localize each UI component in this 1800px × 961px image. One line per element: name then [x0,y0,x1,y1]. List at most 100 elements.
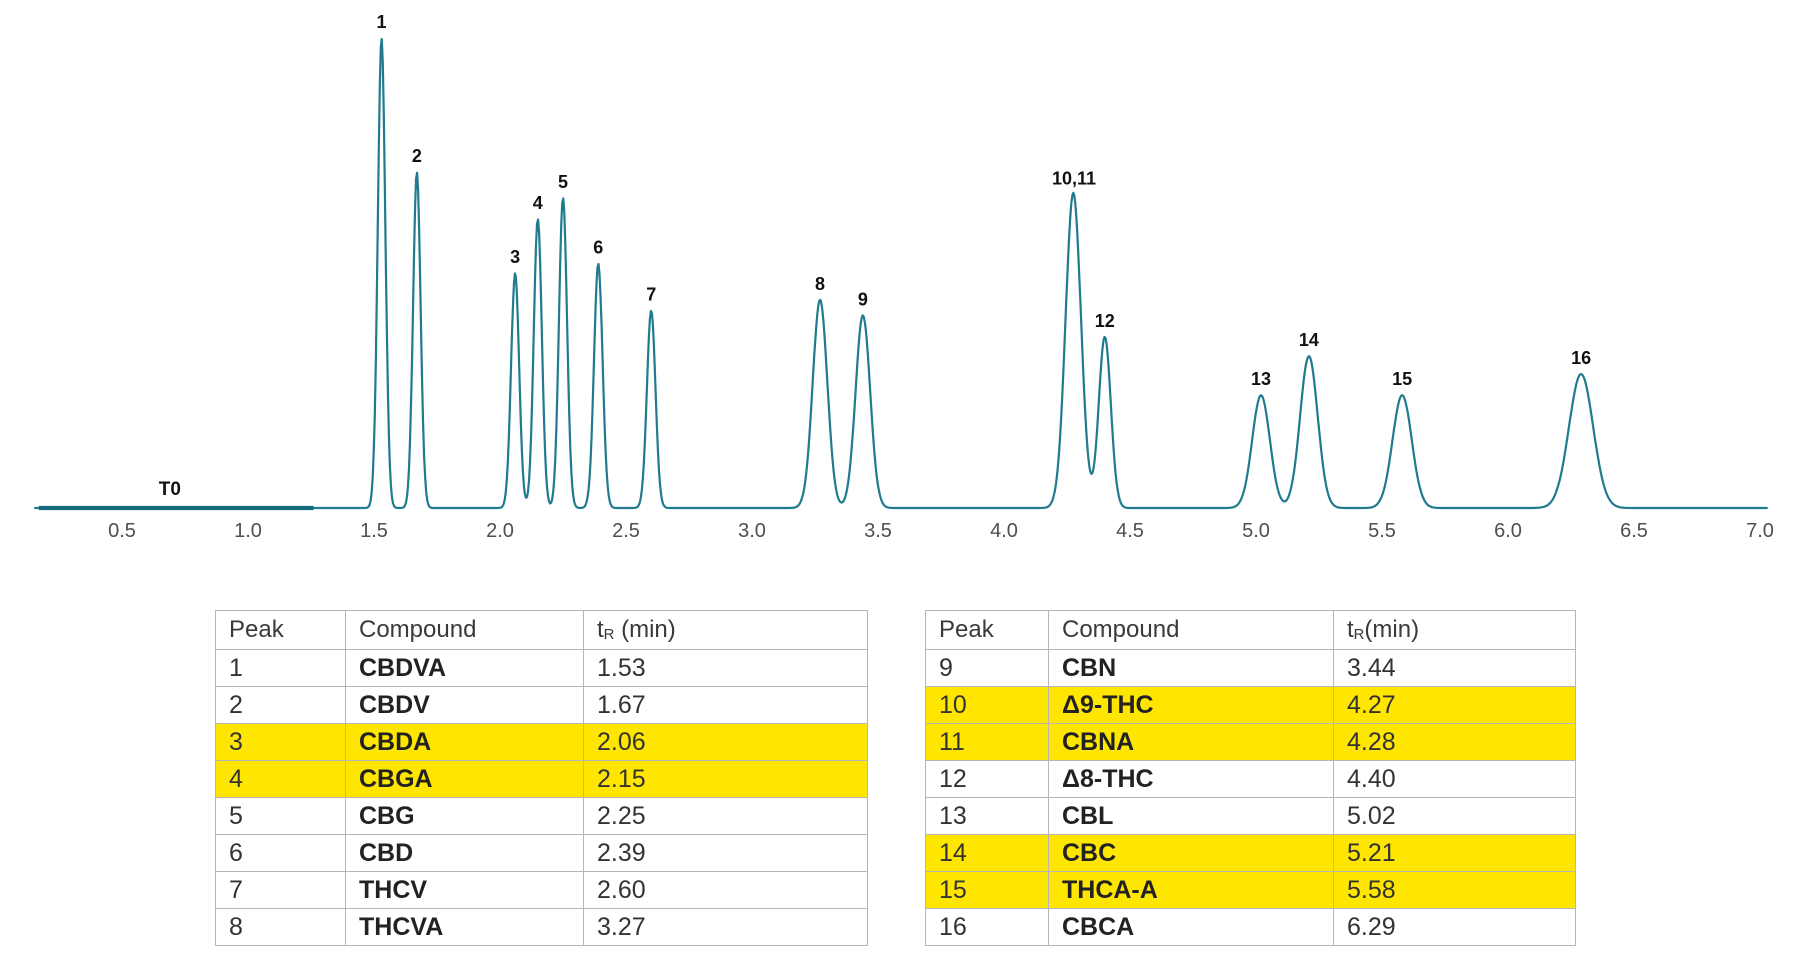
peak-label: 14 [1299,330,1319,350]
peak-cell: 3 [215,723,346,761]
retention-time-cell: 2.60 [583,871,868,909]
table-row: 11 CBNA 4.28 [925,723,1576,761]
retention-time-cell: 1.67 [583,686,868,724]
compound-cell: Δ8-THC [1048,760,1334,798]
compound-cell: CBD [345,834,584,872]
peak-cell: 12 [925,760,1049,798]
peak-label: 6 [593,238,603,258]
peak-table-right: Peak Compound tR(min) 9 CBN 3.44 10 Δ9-THC 4.… [925,610,1576,946]
chromatogram-trace [34,37,1768,510]
peak-label: 3 [510,247,520,267]
retention-time-cell: 5.58 [1333,871,1576,909]
compound-cell: THCA-A [1048,871,1334,909]
table-header-row: Peak Compound tR(min) [925,610,1576,650]
peak-cell: 10 [925,686,1049,724]
table-row: 9 CBN 3.44 [925,649,1576,687]
peak-label: 4 [533,193,543,213]
retention-time-cell: 3.44 [1333,649,1576,687]
compound-cell: CBN [1048,649,1334,687]
peak-label: 10,11 [1052,168,1096,188]
retention-time-cell: 2.39 [583,834,868,872]
retention-time-cell: 5.21 [1333,834,1576,872]
table-header-row: Peak Compound tR (min) [215,610,868,650]
table-row: 7 THCV 2.60 [215,871,868,909]
peak-cell: 15 [925,871,1049,909]
peak-label: 8 [815,274,825,294]
axis-tick-label: 7.0 [1746,520,1774,542]
axis-tick-label: 6.5 [1620,520,1648,542]
peak-label: 16 [1571,348,1591,368]
table-row: 2 CBDV 1.67 [215,686,868,724]
peak-label: 2 [412,146,422,166]
table-row: 4 CBGA 2.15 [215,760,868,798]
peak-table-left: Peak Compound tR (min) 1 CBDVA 1.53 2 CBDV 1.… [215,610,868,946]
table-row: 14 CBC 5.21 [925,834,1576,872]
compound-cell: CBL [1048,797,1334,835]
table-row: 13 CBL 5.02 [925,797,1576,835]
compound-cell: CBNA [1048,723,1334,761]
compound-column-header: Compound [345,610,584,650]
retention-time-cell: 5.02 [1333,797,1576,835]
table-row: 6 CBD 2.39 [215,834,868,872]
peak-column-header: Peak [925,610,1049,650]
axis-tick-label: 1.5 [360,520,388,542]
retention-time-column-header: tR (min) [583,610,868,650]
compound-cell: CBG [345,797,584,835]
axis-tick-label: 5.0 [1242,520,1270,542]
peak-label: 9 [858,289,868,309]
compound-cell: CBC [1048,834,1334,872]
axis-tick-label: 4.5 [1116,520,1144,542]
peak-label: 15 [1392,369,1412,389]
table-row: 10 Δ9-THC 4.27 [925,686,1576,724]
peak-label: 5 [558,172,568,192]
retention-time-cell: 2.06 [583,723,868,761]
table-row: 3 CBDA 2.06 [215,723,868,761]
peak-cell: 5 [215,797,346,835]
axis-tick-label: 6.0 [1494,520,1522,542]
compound-cell: Δ9-THC [1048,686,1334,724]
peak-cell: 16 [925,908,1049,946]
axis-tick-label: 3.5 [864,520,892,542]
compound-cell: THCVA [345,908,584,946]
retention-time-cell: 4.27 [1333,686,1576,724]
retention-time-cell: 3.27 [583,908,868,946]
peak-cell: 2 [215,686,346,724]
table-row: 16 CBCA 6.29 [925,908,1576,946]
axis-tick-label: 5.5 [1368,520,1396,542]
axis-tick-label: 2.5 [612,520,640,542]
retention-time-cell: 2.15 [583,760,868,798]
compound-column-header: Compound [1048,610,1334,650]
axis-tick-label: 0.5 [108,520,136,542]
table-row: 12 Δ8-THC 4.40 [925,760,1576,798]
peak-label: 13 [1251,369,1271,389]
retention-time-cell: 6.29 [1333,908,1576,946]
table-row: 15 THCA-A 5.58 [925,871,1576,909]
peak-column-header: Peak [215,610,346,650]
peak-cell: 8 [215,908,346,946]
peak-cell: 7 [215,871,346,909]
peak-cell: 6 [215,834,346,872]
table-row: 1 CBDVA 1.53 [215,649,868,687]
retention-time-cell: 2.25 [583,797,868,835]
peak-table-left-body: 1 CBDVA 1.53 2 CBDV 1.67 3 CBDA 2.06 4 CBGA 2.15 5 CB… [215,649,868,946]
compound-cell: CBGA [345,760,584,798]
peak-label: 1 [377,12,387,32]
table-row: 5 CBG 2.25 [215,797,868,835]
peak-cell: 9 [925,649,1049,687]
retention-time-cell: 4.40 [1333,760,1576,798]
retention-time-cell: 4.28 [1333,723,1576,761]
retention-time-cell: 1.53 [583,649,868,687]
peak-cell: 13 [925,797,1049,835]
peak-cell: 1 [215,649,346,687]
compound-cell: THCV [345,871,584,909]
peak-cell: 4 [215,760,346,798]
peak-label: 7 [646,285,656,305]
peak-cell: 14 [925,834,1049,872]
axis-tick-label: 1.0 [234,520,262,542]
axis-tick-label: 3.0 [738,520,766,542]
compound-cell: CBDV [345,686,584,724]
peak-table-right-body: 9 CBN 3.44 10 Δ9-THC 4.27 11 CBNA 4.28 12 Δ8-THC 4.… [925,649,1576,946]
compound-cell: CBDVA [345,649,584,687]
